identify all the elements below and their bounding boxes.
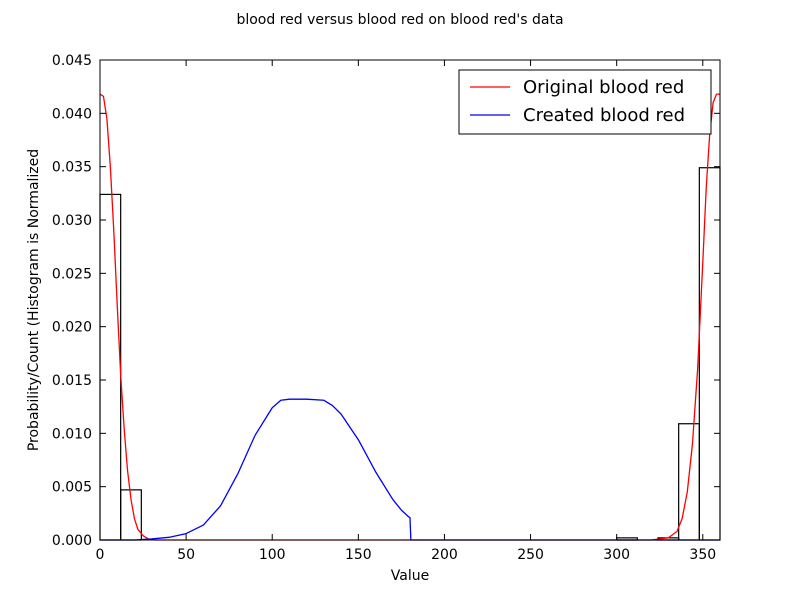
x-tick-label-3: 150 [345, 547, 372, 563]
y-tick-label-3: 0.015 [52, 373, 92, 389]
y-tick-label-9: 0.045 [52, 53, 92, 69]
y-tick-label-1: 0.005 [52, 480, 92, 496]
x-tick-label-0: 0 [96, 547, 105, 563]
x-tick-label-4: 200 [431, 547, 458, 563]
legend-box [458, 69, 712, 135]
y-tick-label-8: 0.040 [52, 106, 92, 122]
ticks-layer: 0 50 100 150 200 250 300 350 0.000 0.005 0.010 0.01… [52, 53, 720, 563]
x-axis-label: Value [391, 568, 429, 584]
y-tick-label-4: 0.020 [52, 320, 92, 336]
legend-label-created: Created blood red [523, 105, 685, 126]
series-line-1 [100, 398, 720, 541]
chart-title: blood red versus blood red on blood red'… [236, 12, 563, 28]
y-tick-label-2: 0.010 [52, 426, 92, 442]
plot-frame [99, 59, 721, 541]
y-tick-label-0: 0.000 [52, 533, 92, 549]
y-tick-label-6: 0.030 [52, 213, 92, 229]
x-tick-label-2: 100 [259, 547, 286, 563]
x-tick-label-7: 350 [689, 547, 716, 563]
x-tick-label-6: 300 [603, 547, 630, 563]
y-axis-label: Probability/Count (Histogram is Normaliz… [26, 149, 42, 451]
x-tick-label-1: 50 [177, 547, 195, 563]
y-tick-label-5: 0.025 [52, 266, 92, 282]
x-tick-label-5: 250 [517, 547, 544, 563]
y-tick-label-7: 0.035 [52, 160, 92, 176]
legend-label-original: Original blood red [523, 77, 684, 98]
legend: Original blood red Created blood red [458, 69, 712, 135]
